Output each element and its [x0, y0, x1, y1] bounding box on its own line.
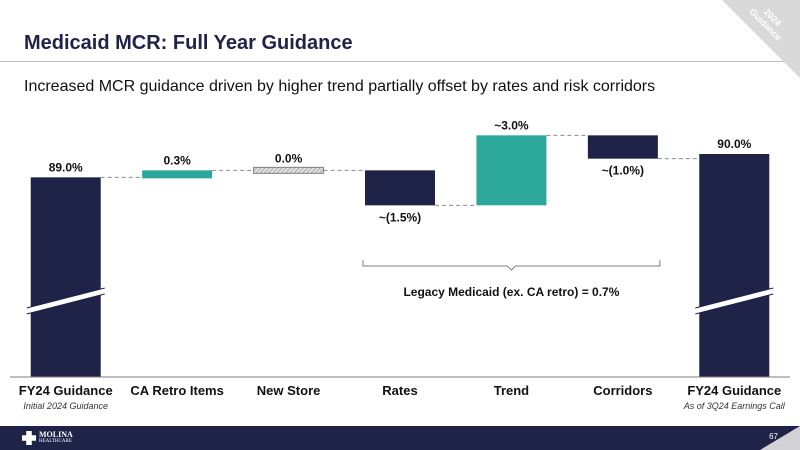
axis-break-gap [695, 288, 774, 314]
axis-break-gap [26, 288, 105, 314]
logo-text: MOLINA HEALTHCARE [39, 431, 73, 445]
page-title: Medicaid MCR: Full Year Guidance [24, 32, 353, 54]
category-label: FY24 Guidance [19, 383, 113, 398]
axis-break-line [695, 287, 774, 309]
data-label: 0.3% [163, 153, 191, 167]
logo-icon [22, 431, 36, 445]
waterfall-chart: 89.0% 0.3% 0.0% ~(1.5%) ~3.0% ~(1.0%) 90.0% FY2… [10, 118, 790, 411]
axis-break-line [695, 293, 774, 315]
category-label: FY24 Guidance [687, 383, 781, 398]
annotation-label: Legacy Medicaid (ex. CA retro) = 0.7% [403, 285, 619, 299]
page-subtitle: Increased MCR guidance driven by higher … [24, 78, 656, 95]
bar-total [699, 154, 770, 377]
category-label: CA Retro Items [130, 383, 223, 398]
category-sublabel: As of 3Q24 Earnings Call [683, 401, 786, 411]
data-label: ~(1.0%) [602, 164, 644, 178]
category-label: Trend [494, 383, 529, 398]
category-sublabel: Initial 2024 Guidance [23, 401, 108, 411]
category-label: New Store [257, 383, 321, 398]
bar-delta [253, 166, 325, 174]
title-divider [0, 61, 800, 62]
category-label: Rates [382, 383, 417, 398]
data-label: 89.0% [49, 160, 83, 174]
axis-break-line [26, 287, 105, 309]
data-label: 90.0% [717, 137, 751, 151]
corner-triangle [722, 0, 800, 78]
logo-tagline: HEALTHCARE [39, 439, 72, 444]
data-label: ~(1.5%) [379, 210, 421, 224]
bar-delta [365, 170, 435, 206]
axis-break-line [26, 293, 105, 315]
annotation-bracket [362, 260, 661, 271]
bar-delta [587, 135, 658, 159]
bar-delta [476, 135, 547, 206]
molina-logo: MOLINA HEALTHCARE [22, 430, 73, 446]
data-label: ~3.0% [494, 118, 529, 132]
page-curl [760, 426, 800, 450]
footer-bar: MOLINA HEALTHCARE 67 [0, 426, 800, 450]
data-label: 0.0% [275, 151, 303, 165]
category-label: Corridors [593, 383, 652, 398]
bar-total [30, 177, 101, 377]
corner-tag: 2024 Guidance [722, 0, 800, 78]
logo-name: MOLINA [39, 430, 73, 439]
bar-delta [142, 170, 213, 179]
